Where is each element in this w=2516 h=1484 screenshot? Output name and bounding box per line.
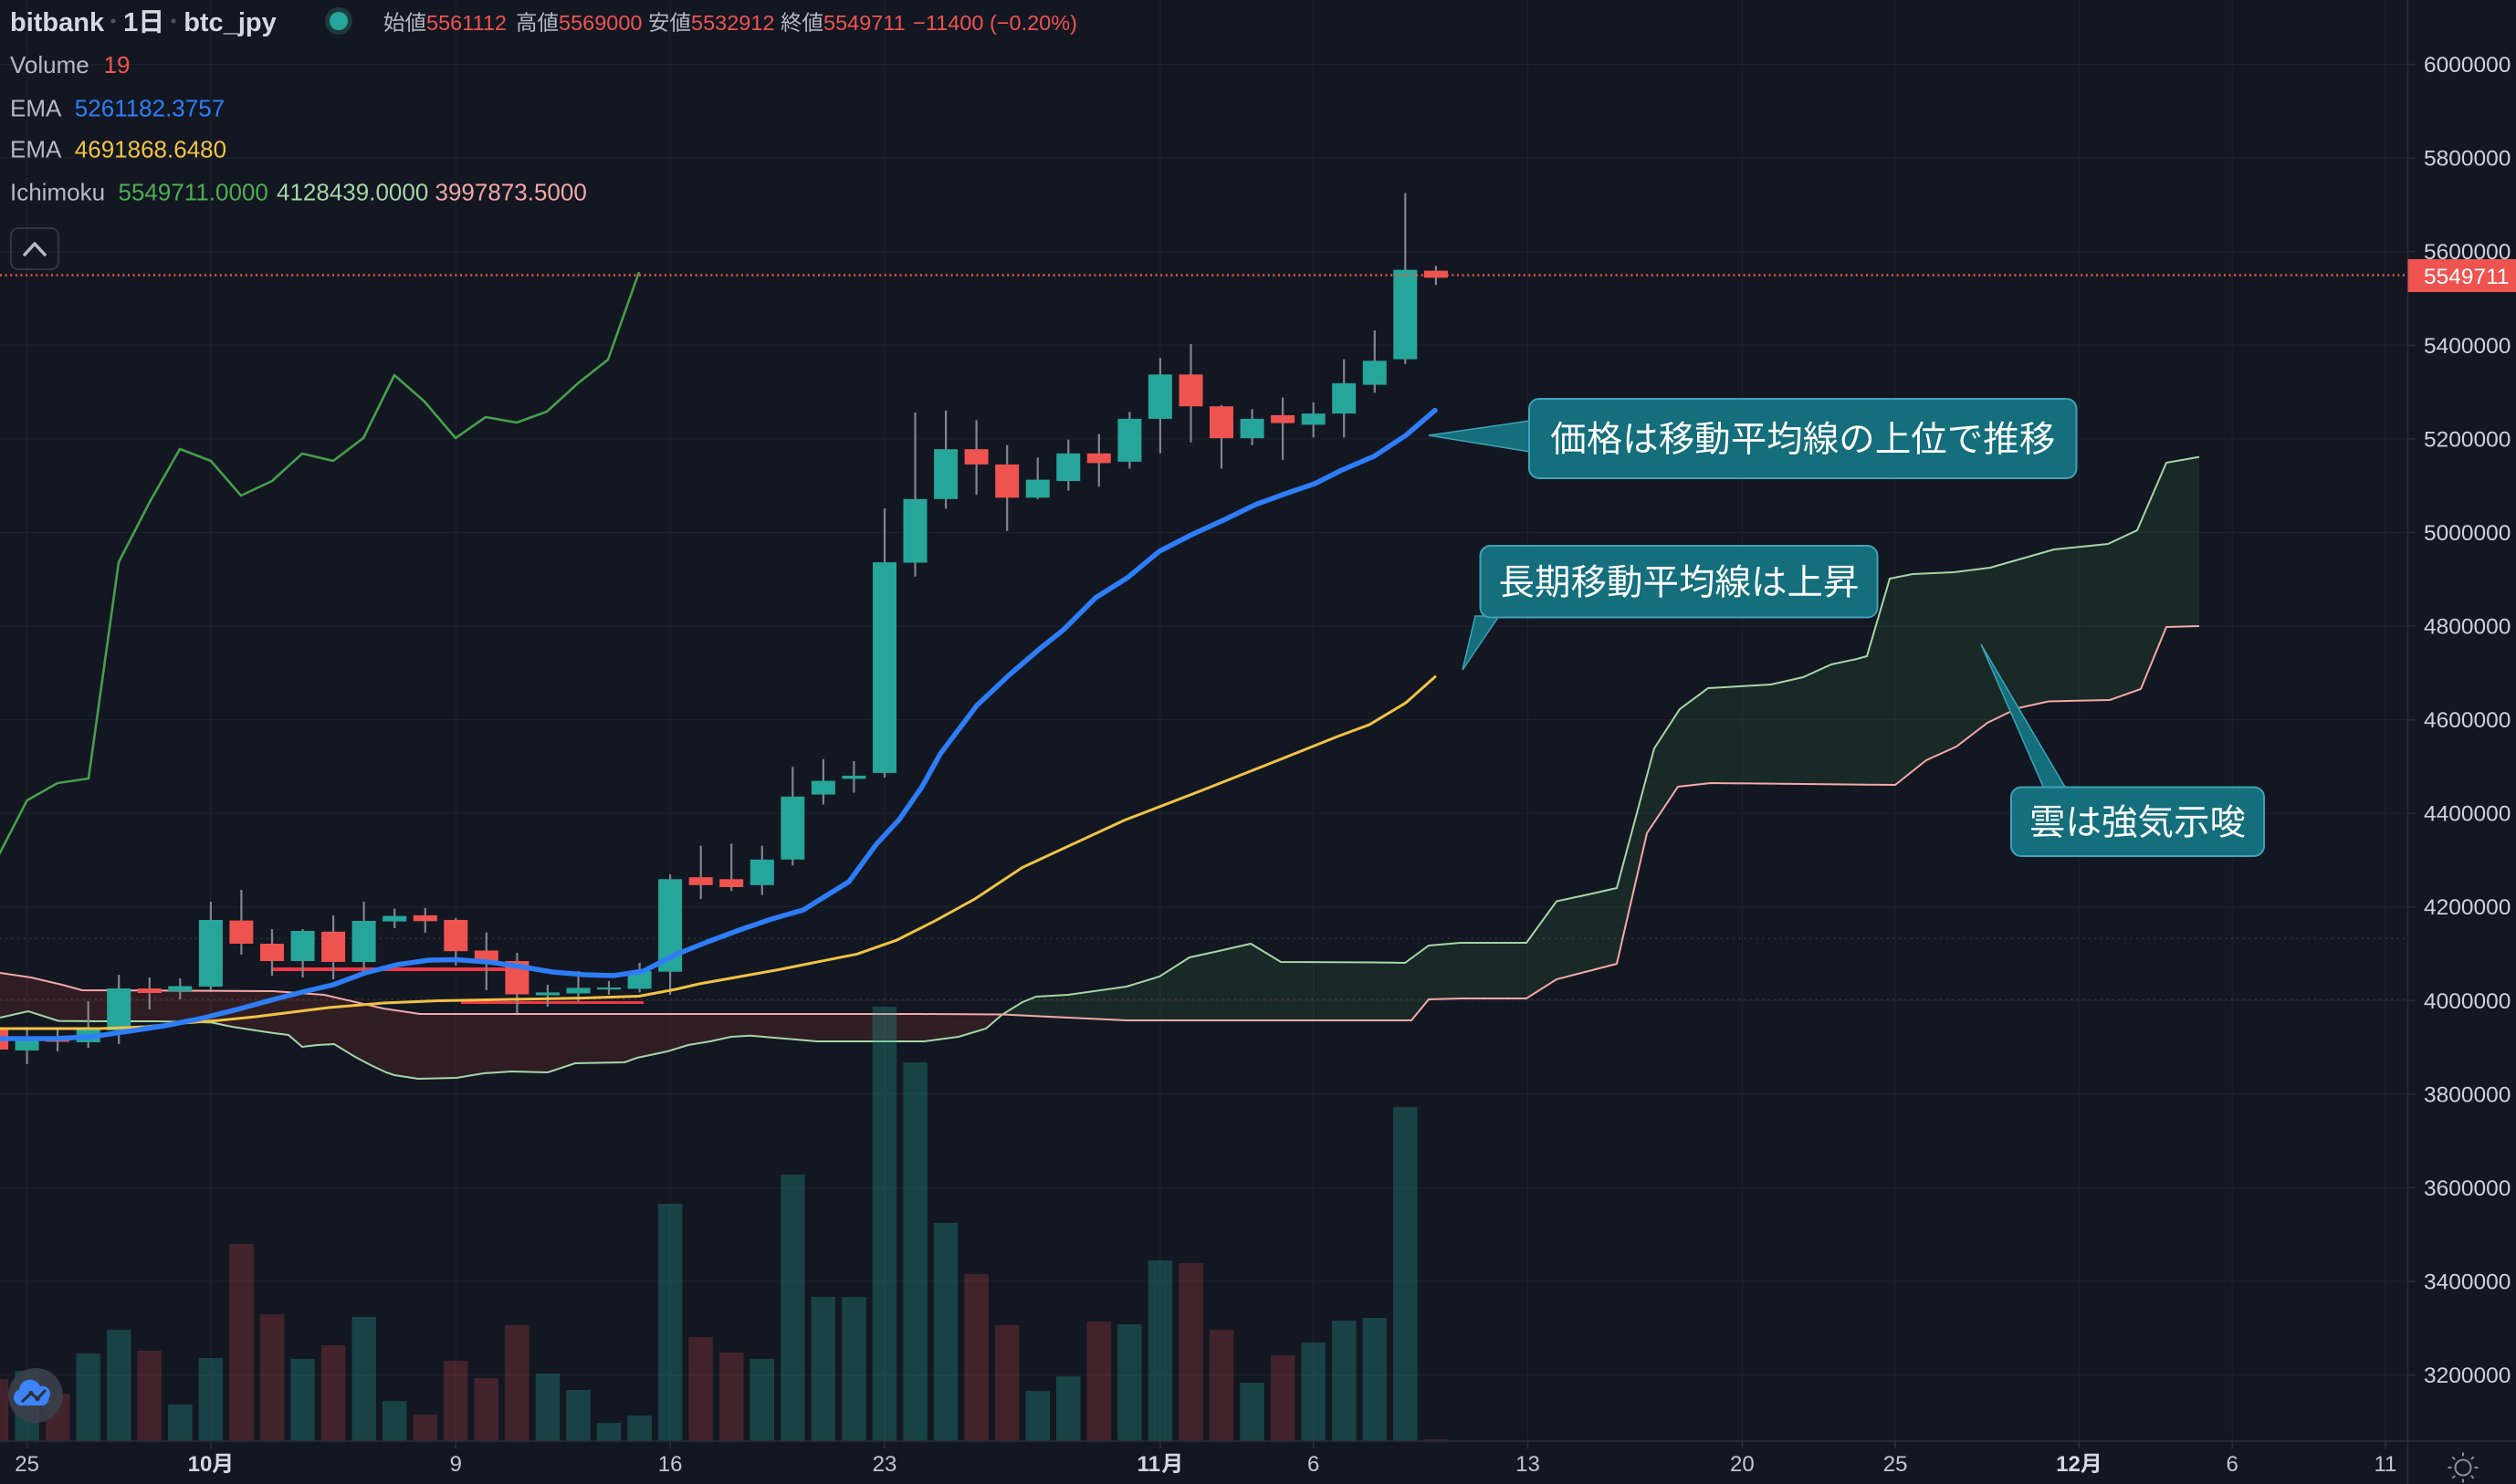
svg-text:5549711.0000: 5549711.0000	[119, 179, 268, 206]
svg-text:5800000: 5800000	[2424, 147, 2511, 172]
svg-text:6: 6	[2227, 1452, 2238, 1477]
svg-text:4691868.6480: 4691868.6480	[75, 136, 226, 163]
svg-text:4000000: 4000000	[2424, 989, 2511, 1014]
svg-text:4600000: 4600000	[2424, 708, 2511, 733]
svg-text:5532912: 5532912	[691, 11, 775, 35]
svg-text:3200000: 3200000	[2424, 1364, 2511, 1388]
svg-text:5000000: 5000000	[2424, 521, 2511, 546]
svg-text:5261182.3757: 5261182.3757	[75, 95, 225, 122]
svg-text:5400000: 5400000	[2424, 334, 2511, 359]
svg-text:bitbank: bitbank	[10, 8, 105, 37]
svg-text:EMA: EMA	[10, 136, 62, 163]
svg-text:25: 25	[15, 1452, 39, 1477]
svg-text:1: 1	[123, 8, 138, 37]
svg-text:23: 23	[873, 1452, 897, 1477]
svg-text:9: 9	[450, 1452, 462, 1477]
svg-text:Ichimoku: Ichimoku	[10, 179, 105, 206]
svg-text:16: 16	[658, 1452, 683, 1477]
svg-text:−11400 (−0.20%): −11400 (−0.20%)	[913, 11, 1077, 35]
svg-text:3400000: 3400000	[2424, 1270, 2511, 1295]
svg-text:EMA: EMA	[10, 95, 62, 122]
svg-text:19: 19	[104, 51, 131, 78]
svg-text:10: 10	[188, 1452, 213, 1477]
svg-text:4800000: 4800000	[2424, 615, 2511, 640]
svg-text:3800000: 3800000	[2424, 1082, 2511, 1107]
svg-text:4200000: 4200000	[2424, 895, 2511, 920]
svg-text:5549711: 5549711	[823, 11, 906, 35]
svg-text:Volume: Volume	[10, 51, 89, 78]
svg-text:12: 12	[2056, 1452, 2081, 1477]
svg-text:4128439.0000: 4128439.0000	[277, 179, 428, 206]
svg-text:13: 13	[1515, 1452, 1540, 1477]
svg-text:5200000: 5200000	[2424, 427, 2511, 452]
svg-text:11: 11	[1137, 1452, 1160, 1477]
svg-text:3997873.5000: 3997873.5000	[435, 179, 587, 206]
svg-text:6: 6	[1307, 1452, 1319, 1477]
svg-text:btc_jpy: btc_jpy	[183, 8, 277, 37]
svg-text:25: 25	[1883, 1452, 1908, 1477]
svg-text:5569000: 5569000	[559, 11, 643, 35]
svg-text:20: 20	[1730, 1452, 1755, 1477]
svg-text:11: 11	[2374, 1452, 2396, 1477]
svg-text:3600000: 3600000	[2424, 1176, 2511, 1201]
svg-text:4400000: 4400000	[2424, 802, 2511, 827]
svg-text:5561112: 5561112	[426, 11, 507, 35]
svg-text:5549711: 5549711	[2424, 265, 2510, 289]
svg-text:6000000: 6000000	[2424, 53, 2511, 78]
